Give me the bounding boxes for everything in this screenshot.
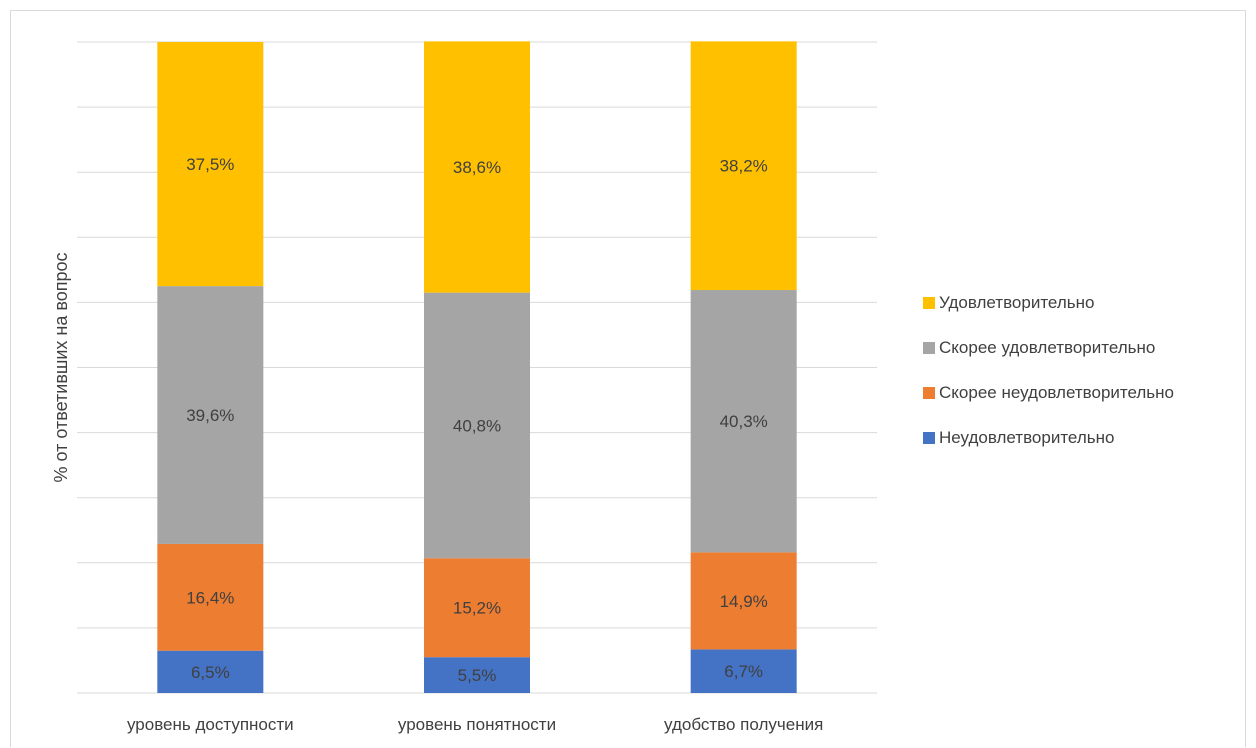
- bar-segment: [157, 650, 264, 693]
- data-label: 14,9%: [720, 592, 768, 611]
- bar-segment: [157, 42, 264, 287]
- data-label: 37,5%: [186, 155, 234, 174]
- x-tick-label: удобство получения: [664, 715, 823, 734]
- x-axis: уровень доступности уровень понятности удо…: [127, 715, 823, 734]
- bar-segment: [690, 649, 797, 693]
- bar-segment: [690, 41, 797, 291]
- legend-swatch: [923, 297, 935, 309]
- chart-area: 6,5% 16,4% 39,6% 37,5% 5,5% 15,2% 40,8% 38,6% 6,…: [10, 10, 1246, 747]
- bars: [157, 41, 797, 693]
- data-label: 16,4%: [186, 588, 234, 607]
- bar-segment: [424, 558, 530, 658]
- bar-segment: [424, 41, 530, 293]
- bar-segment: [157, 286, 264, 544]
- legend-swatch: [923, 432, 935, 444]
- legend-label: Неудовлетворительно: [939, 428, 1114, 447]
- legend-swatch: [923, 342, 935, 354]
- y-axis-title: % от ответивших на вопрос: [51, 253, 71, 483]
- bar-segment: [690, 290, 797, 553]
- data-label: 40,3%: [720, 412, 768, 431]
- bar-segment: [157, 543, 264, 651]
- legend-label: Удовлетворительно: [939, 293, 1094, 312]
- data-label: 39,6%: [186, 406, 234, 425]
- data-labels: 6,5% 16,4% 39,6% 37,5% 5,5% 15,2% 40,8% 38,6% 6,…: [186, 155, 768, 685]
- legend-swatch: [923, 387, 935, 399]
- data-label: 38,2%: [720, 157, 768, 176]
- data-label: 38,6%: [453, 158, 501, 177]
- legend-label: Скорее неудовлетворительно: [939, 383, 1174, 402]
- data-label: 40,8%: [453, 416, 501, 435]
- data-label: 6,7%: [724, 662, 763, 681]
- bar-segment: [690, 552, 797, 650]
- legend: Удовлетворительно Скорее удовлетворительн…: [923, 293, 1174, 447]
- bar-segment: [424, 292, 530, 559]
- x-tick-label: уровень понятности: [398, 715, 556, 734]
- x-tick-label: уровень доступности: [127, 715, 294, 734]
- data-label: 5,5%: [458, 666, 497, 685]
- data-label: 15,2%: [453, 599, 501, 618]
- bar-segment: [424, 657, 530, 693]
- legend-label: Скорее удовлетворительно: [939, 338, 1155, 357]
- stacked-bar-chart: 6,5% 16,4% 39,6% 37,5% 5,5% 15,2% 40,8% 38,6% 6,…: [51, 41, 1174, 734]
- data-label: 6,5%: [191, 663, 230, 682]
